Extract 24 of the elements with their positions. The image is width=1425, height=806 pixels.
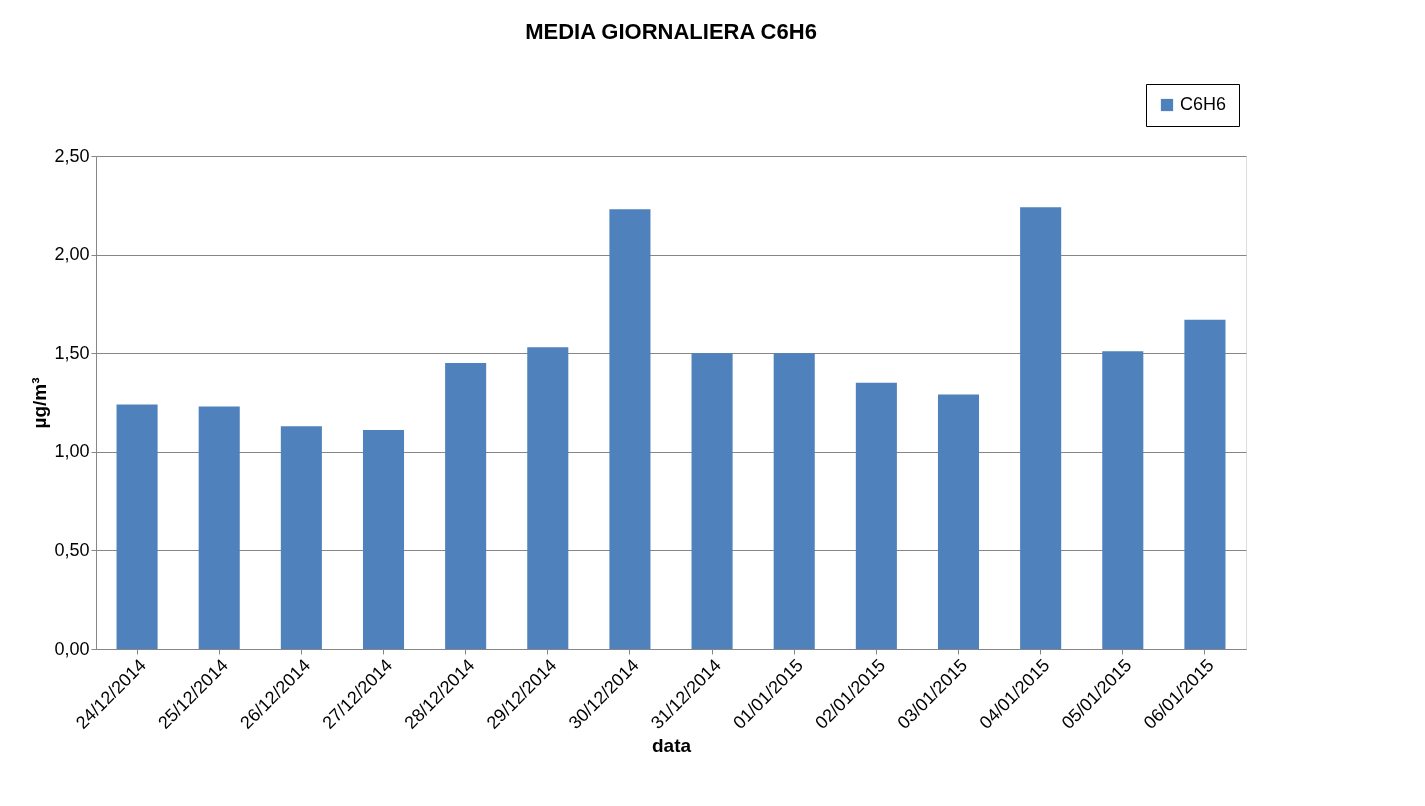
y-tick-label: 1,50 <box>54 342 90 363</box>
bar <box>855 382 897 649</box>
y-tick-label: 2,00 <box>54 244 90 265</box>
bar <box>527 347 569 649</box>
bar <box>362 430 405 649</box>
y-tick-label: 2,50 <box>54 145 90 166</box>
y-axis-title: µg/m³ <box>29 377 51 429</box>
bar <box>1102 351 1144 649</box>
y-tick-label: 0,00 <box>54 638 90 659</box>
bar <box>691 353 733 649</box>
bar <box>773 353 815 649</box>
bar <box>116 404 158 649</box>
chart-title: MEDIA GIORNALIERA C6H6 <box>525 18 817 44</box>
x-axis-title: data <box>651 734 692 756</box>
bar <box>198 406 240 649</box>
bar <box>1020 207 1062 649</box>
bar <box>937 394 980 649</box>
bar <box>445 363 487 649</box>
legend-label: C6H6 <box>1180 94 1227 114</box>
y-tick-label: 1,00 <box>54 441 90 462</box>
bar <box>280 426 322 649</box>
bar <box>1184 319 1226 649</box>
bar <box>609 209 651 649</box>
y-tick-label: 0,50 <box>54 539 90 560</box>
